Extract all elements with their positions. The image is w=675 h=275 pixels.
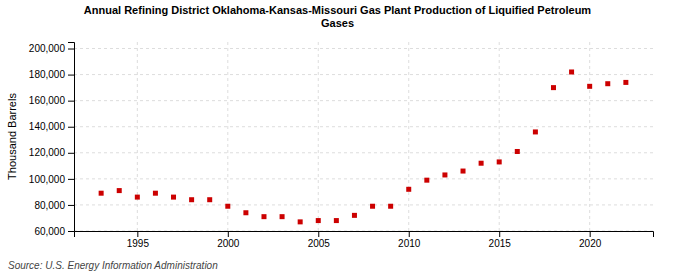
point xyxy=(189,197,194,202)
tick-label: 180,000 xyxy=(29,69,66,80)
grid-line xyxy=(74,204,653,205)
grid-line xyxy=(227,42,228,231)
grid-line xyxy=(74,48,653,49)
tick-label: 140,000 xyxy=(29,121,66,132)
tick: 140,000 xyxy=(29,121,74,132)
point xyxy=(171,195,176,200)
tick-mark xyxy=(590,231,591,237)
points xyxy=(99,69,629,224)
tick-mark xyxy=(68,179,74,180)
tick: 2010 xyxy=(398,231,421,249)
point xyxy=(298,219,303,224)
point xyxy=(515,149,520,154)
tick-mark xyxy=(68,231,74,232)
point xyxy=(388,204,393,209)
point xyxy=(424,178,429,183)
tick: 160,000 xyxy=(29,95,74,106)
tick-label: 2010 xyxy=(398,238,421,249)
point xyxy=(461,169,466,174)
grid-line xyxy=(74,152,653,153)
grid-line xyxy=(137,42,138,231)
tick-mark xyxy=(228,231,229,237)
point xyxy=(551,85,556,90)
grid-line xyxy=(589,42,590,231)
point xyxy=(623,80,628,85)
point xyxy=(533,129,538,134)
chart-svg: 1995 2000 2005 2010 2015 2020 60,000 80,000 100,… xyxy=(0,0,675,275)
tick-mark xyxy=(68,127,74,128)
tick-label: 1995 xyxy=(127,238,150,249)
point xyxy=(442,172,447,177)
point xyxy=(605,81,610,86)
tick-mark xyxy=(68,49,74,50)
tick-label: 80,000 xyxy=(34,200,65,211)
tick: 2015 xyxy=(489,231,512,249)
point xyxy=(207,197,212,202)
tick: 2020 xyxy=(579,231,602,249)
title: Annual Refining District Oklahoma-Kansas… xyxy=(84,4,592,29)
tick-mark xyxy=(68,101,74,102)
tick-mark xyxy=(68,75,74,76)
axis-line xyxy=(75,232,654,238)
point xyxy=(225,204,230,209)
point xyxy=(117,188,122,193)
grid-line xyxy=(318,42,319,231)
axis-line xyxy=(68,43,75,232)
tick: 1995 xyxy=(127,231,150,249)
point xyxy=(569,69,574,74)
point xyxy=(587,84,592,89)
x-axis: 1995 2000 2005 2010 2015 2020 xyxy=(75,231,654,249)
y-axis: 60,000 80,000 100,000 120,000 140,000 160,000… xyxy=(29,43,75,237)
tick: 2000 xyxy=(217,231,240,249)
tick-mark xyxy=(318,231,319,237)
tick-mark xyxy=(137,231,138,237)
point xyxy=(316,218,321,223)
grid-line xyxy=(74,126,653,127)
tick-label: 60,000 xyxy=(34,226,65,237)
grid-line xyxy=(499,42,500,231)
tick: 200,000 xyxy=(29,43,74,54)
point xyxy=(406,187,411,192)
grid xyxy=(74,42,653,231)
tick-label: 2005 xyxy=(308,238,331,249)
tick-mark xyxy=(68,205,74,206)
tick-label: 2015 xyxy=(489,238,512,249)
point xyxy=(334,218,339,223)
point xyxy=(99,191,104,196)
tick-label: 160,000 xyxy=(29,95,66,106)
tick: 120,000 xyxy=(29,147,74,158)
tick: 100,000 xyxy=(29,174,74,185)
point xyxy=(497,159,502,164)
point xyxy=(261,214,266,219)
chart-container: 1995 2000 2005 2010 2015 2020 60,000 80,000 100,… xyxy=(0,0,675,275)
point xyxy=(135,195,140,200)
plot: 1995 2000 2005 2010 2015 2020 60,000 80,000 100,… xyxy=(29,42,654,249)
point xyxy=(479,161,484,166)
tick-label: 100,000 xyxy=(29,174,66,185)
tick-label: 2020 xyxy=(579,238,602,249)
tick-label: 200,000 xyxy=(29,43,66,54)
tick: 80,000 xyxy=(34,200,74,211)
tick-label: 2000 xyxy=(217,238,240,249)
tick: 2005 xyxy=(308,231,331,249)
source: Source: U.S. Energy Information Administ… xyxy=(8,260,218,271)
tick: 180,000 xyxy=(29,69,74,80)
tick-mark xyxy=(499,231,500,237)
tick: 60,000 xyxy=(34,226,74,237)
grid-line xyxy=(74,100,653,101)
tick-mark xyxy=(68,153,74,154)
tick-mark xyxy=(409,231,410,237)
tick-label: 120,000 xyxy=(29,147,66,158)
grid-line xyxy=(74,74,653,75)
grid-line xyxy=(408,42,409,231)
point xyxy=(280,214,285,219)
point xyxy=(370,204,375,209)
y-axis-label: Thousand Barrels xyxy=(6,93,18,180)
point xyxy=(153,191,158,196)
point xyxy=(243,210,248,215)
grid-line xyxy=(74,178,653,179)
point xyxy=(352,213,357,218)
